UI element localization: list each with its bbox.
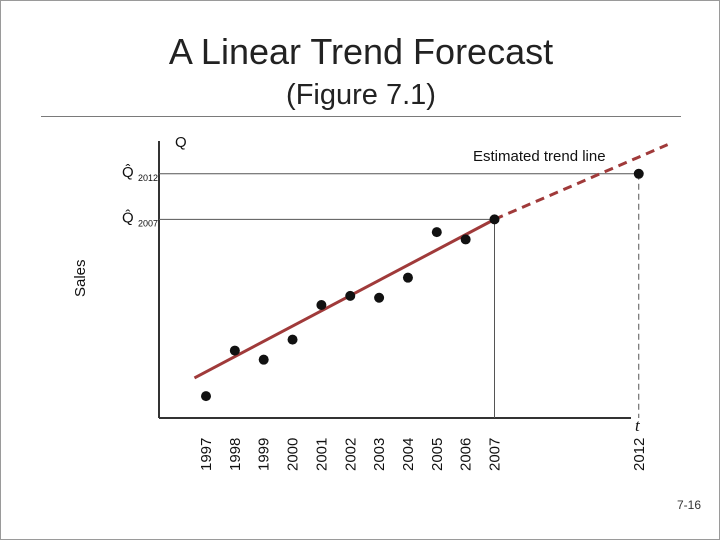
slide-title: A Linear Trend Forecast	[168, 31, 554, 72]
data-point-2003	[374, 292, 385, 303]
title-divider	[41, 116, 681, 117]
data-point-2004	[402, 272, 413, 283]
x-tick-label-2006: 2006	[458, 438, 475, 471]
x-tick-label-2001: 2001	[313, 438, 330, 471]
y-axis-symbol: Q	[175, 134, 187, 151]
x-axis-label: t	[635, 416, 641, 435]
x-tick-label-2005: 2005	[429, 438, 446, 471]
forecast-subscript-2012: 2012	[138, 173, 158, 183]
trend-line-solid	[193, 218, 496, 380]
x-tick-label-2000: 2000	[285, 438, 302, 471]
data-point-2006	[460, 234, 471, 245]
data-point-1997	[201, 391, 211, 402]
data-point-2005	[431, 227, 442, 238]
trend-line-dashed	[493, 143, 669, 221]
x-tick-label-1999: 1999	[256, 438, 273, 471]
data-point-2001	[316, 300, 327, 311]
plot-area: Q Sales t Q̂ 2012 Q̂ 2007 Estimated trend line 1…	[72, 134, 669, 471]
data-point-2000	[287, 334, 298, 345]
forecast-label-2007: Q̂	[122, 209, 134, 226]
x-tick-label-2012: 2012	[631, 438, 648, 471]
slide-number: 7-16	[676, 498, 701, 512]
x-tick-label-2002: 2002	[342, 438, 359, 471]
x-tick-label-2007: 2007	[487, 438, 504, 471]
data-point-2007	[489, 214, 500, 225]
x-tick-label-1998: 1998	[227, 438, 244, 471]
data-point-1998	[229, 345, 240, 356]
data-point-2002	[345, 290, 356, 301]
data-point-1999	[258, 354, 269, 365]
forecast-label-2012: Q̂	[122, 163, 134, 180]
slide-subtitle: (Figure 7.1)	[286, 79, 436, 111]
trend-line-label: Estimated trend line	[473, 148, 606, 165]
data-point-2012	[633, 168, 644, 179]
x-tick-label-2004: 2004	[400, 438, 417, 471]
x-tick-label-1997: 1997	[198, 438, 215, 471]
forecast-subscript-2007: 2007	[138, 218, 158, 228]
y-axis-label: Sales	[72, 259, 89, 297]
x-tick-label-2003: 2003	[371, 438, 388, 471]
